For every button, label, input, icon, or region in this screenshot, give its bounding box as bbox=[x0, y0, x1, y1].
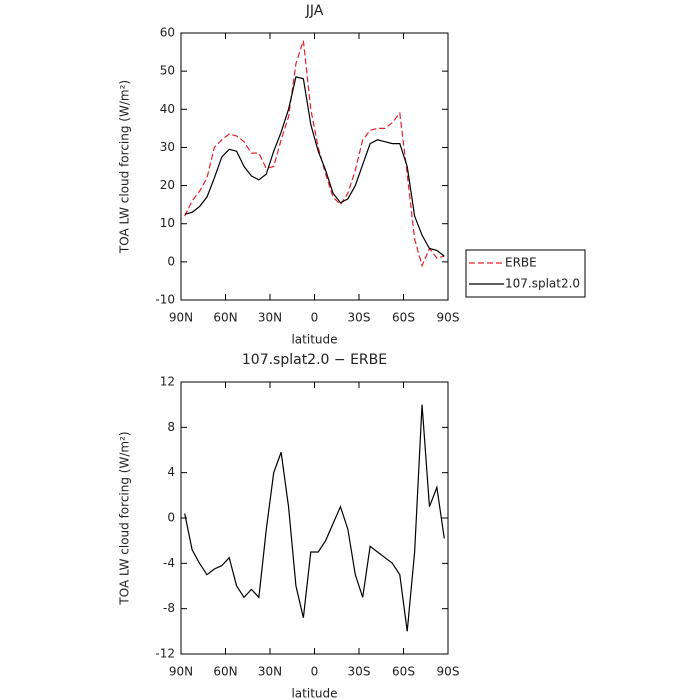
x-tick-label: 90S bbox=[437, 665, 460, 679]
chart-title: 107.splat2.0 − ERBE bbox=[242, 352, 387, 368]
plot-frame bbox=[180, 32, 449, 301]
x-tick-label: 60N bbox=[213, 665, 237, 679]
y-tick-label: 0 bbox=[167, 511, 175, 525]
x-tick-label: 90N bbox=[169, 311, 193, 325]
y-tick-label: 4 bbox=[167, 465, 175, 479]
x-tick-label: 30N bbox=[258, 311, 282, 325]
x-tick-label: 30S bbox=[348, 665, 371, 679]
x-tick-label: 90N bbox=[169, 665, 193, 679]
y-tick-label: 30 bbox=[160, 140, 175, 154]
data-line bbox=[184, 404, 445, 632]
y-tick-label: -12 bbox=[155, 647, 175, 661]
chart-title: JJA bbox=[305, 3, 324, 19]
data-line bbox=[184, 40, 445, 268]
y-tick-label: -10 bbox=[155, 293, 175, 307]
x-tick-label: 90S bbox=[437, 311, 460, 325]
x-tick-label: 0 bbox=[311, 665, 319, 679]
legend-box bbox=[465, 249, 586, 298]
y-tick-label: 40 bbox=[160, 102, 175, 116]
y-tick-label: 60 bbox=[160, 26, 175, 40]
x-axis-label: latitude bbox=[291, 687, 337, 700]
x-axis-label: latitude bbox=[291, 333, 337, 347]
y-tick-label: 10 bbox=[160, 216, 175, 230]
x-tick-label: 60S bbox=[392, 665, 415, 679]
y-tick-label: -4 bbox=[163, 556, 175, 570]
y-tick-label: 20 bbox=[160, 178, 175, 192]
y-tick-label: -8 bbox=[163, 601, 175, 615]
x-tick-label: 60N bbox=[213, 311, 237, 325]
x-tick-label: 0 bbox=[311, 311, 319, 325]
x-tick-label: 60S bbox=[392, 311, 415, 325]
y-axis-label: TOA LW cloud forcing (W/m²) bbox=[118, 431, 132, 605]
plot-frame bbox=[180, 381, 449, 655]
data-line bbox=[184, 76, 445, 257]
legend-label: ERBE bbox=[505, 256, 537, 270]
y-tick-label: 8 bbox=[167, 420, 175, 434]
legend-label: 107.splat2.0 bbox=[505, 277, 580, 291]
x-tick-label: 30N bbox=[258, 665, 282, 679]
y-tick-label: 12 bbox=[160, 375, 175, 389]
y-tick-label: 0 bbox=[167, 254, 175, 268]
y-tick-label: 50 bbox=[160, 64, 175, 78]
y-axis-label: TOA LW cloud forcing (W/m²) bbox=[118, 80, 132, 254]
x-tick-label: 30S bbox=[348, 311, 371, 325]
